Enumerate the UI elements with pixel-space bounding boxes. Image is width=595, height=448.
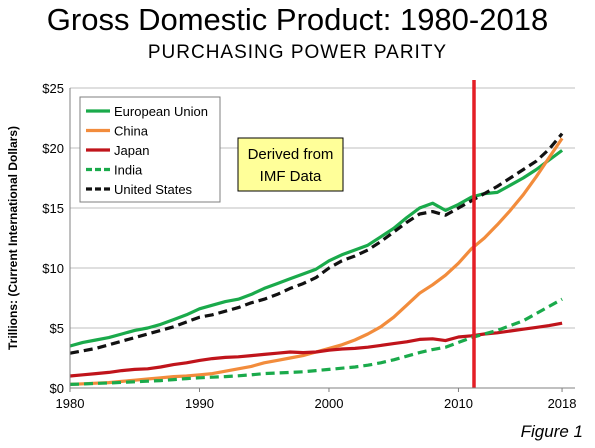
annotation-text: IMF Data (260, 168, 322, 185)
annotation-box: Derived from IMF Data (237, 137, 344, 192)
chart-subtitle: PURCHASING POWER PARITY (147, 42, 448, 63)
y-tick-label: $25 (42, 81, 64, 96)
y-tick-label: $15 (42, 201, 64, 216)
x-tick-label: 2010 (444, 396, 473, 411)
annotation-rect (237, 137, 344, 192)
x-tick-label: 1990 (185, 396, 214, 411)
legend-label: India (114, 163, 143, 178)
series-line-japan (69, 321, 563, 378)
x-tick-label: 2000 (315, 396, 344, 411)
chart-title: Gross Domestic Product: 1980-2018 (46, 2, 549, 37)
figure-label: Figure 1 (520, 422, 583, 441)
y-tick-label: $10 (42, 261, 64, 276)
axes: $0 $5 $10 $15 $20 $25 1980 1990 2000 2010 2018 Tril… (6, 81, 577, 411)
legend-label: United States (114, 182, 193, 197)
legend-label: European Union (114, 104, 208, 119)
annotation-text: Derived from (248, 146, 334, 163)
series-line-european-union (69, 149, 564, 348)
y-tick-label: $20 (42, 141, 64, 156)
y-tick-label: $0 (50, 381, 64, 396)
x-tick-label: 2018 (548, 396, 577, 411)
legend-label: China (114, 124, 149, 139)
series-line-united-states (69, 132, 564, 355)
y-axis-label: Trillions: (Current International Dollar… (6, 126, 20, 350)
series-line-india (69, 297, 563, 386)
legend-label: Japan (114, 143, 149, 158)
legend: European Union China Japan India United Stat… (79, 96, 221, 203)
series-lines (69, 132, 564, 386)
x-tick-label: 1980 (56, 396, 85, 411)
y-tick-label: $5 (50, 321, 64, 336)
